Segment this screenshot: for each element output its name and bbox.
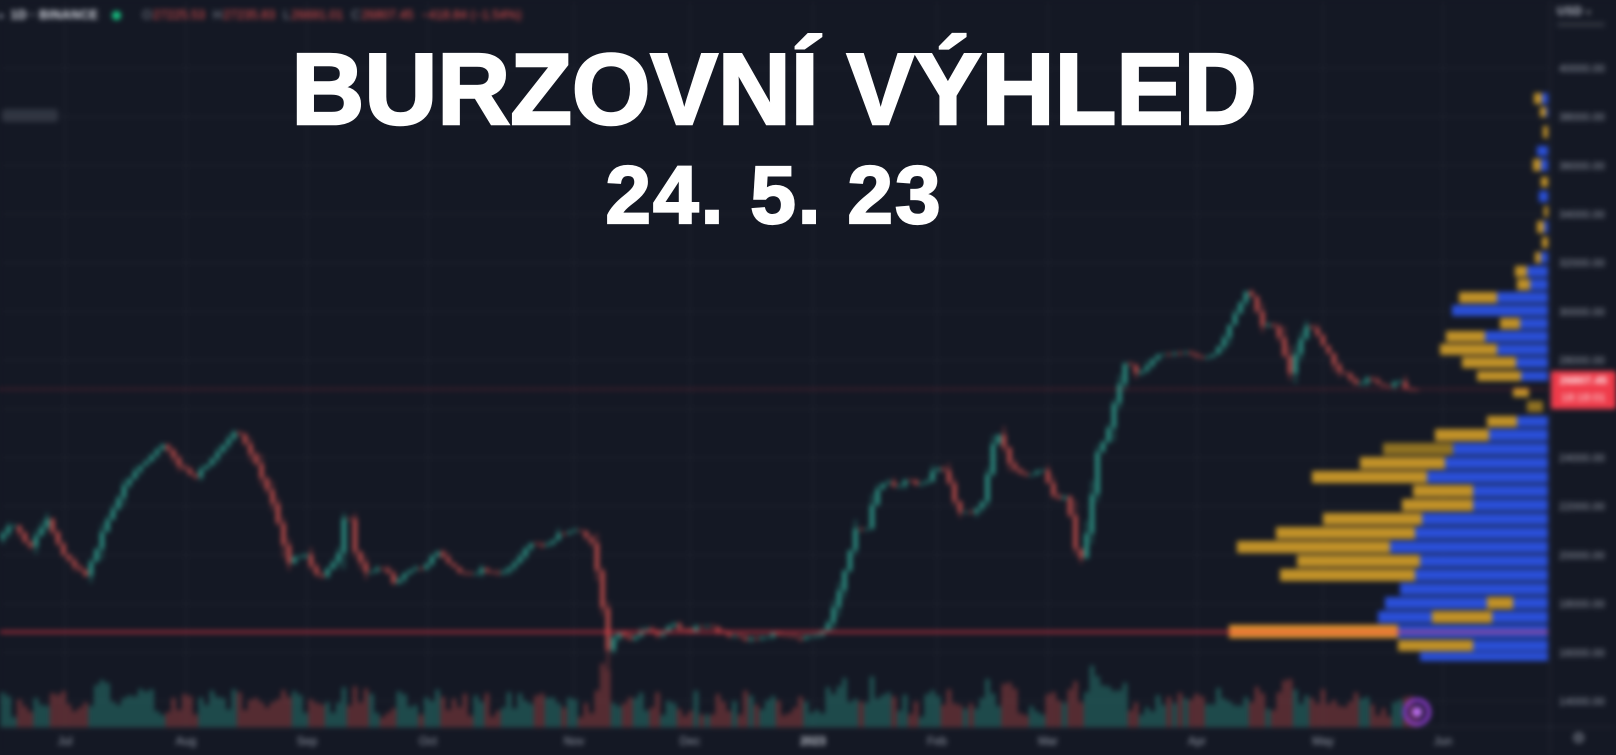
high-value: 27235.83 [223, 8, 276, 22]
market-open-status-icon [112, 10, 122, 20]
time-axis-labels: Jul Aug Sep Oct Nov Dec 2023 Feb Mar Apr May Jun [58, 736, 1453, 748]
low-label: L [283, 8, 291, 22]
svg-text:30000.00: 30000.00 [1559, 306, 1605, 318]
svg-text:Sep: Sep [297, 736, 317, 748]
settings-gear-button[interactable]: ⚙ [1572, 730, 1586, 747]
low-value: 26691.01 [291, 8, 344, 22]
svg-text:Feb: Feb [927, 736, 947, 748]
symbol-info[interactable]: 1D · BINANCE [10, 8, 99, 22]
close-value: 26807.45 [361, 8, 414, 22]
last-price-badge: 26807.45 18:18:01 [1551, 371, 1616, 409]
faint-axis-sublabel [1557, 22, 1605, 27]
svg-text:22000.00: 22000.00 [1559, 501, 1605, 513]
high-label: H [213, 8, 223, 22]
svg-text:40000.00: 40000.00 [1559, 63, 1605, 75]
svg-text:36000.00: 36000.00 [1559, 160, 1605, 172]
svg-text:Oct: Oct [419, 736, 438, 748]
volume-series [1, 663, 1419, 727]
price-axis-labels: 40000.00 38000.00 36000.00 34000.00 32000.00… [1559, 63, 1605, 708]
svg-text:20000.00: 20000.00 [1559, 550, 1605, 562]
svg-text:24000.00: 24000.00 [1559, 452, 1605, 464]
bar-countdown: 18:18:01 [1561, 392, 1606, 404]
candlestick-series [1, 289, 1419, 671]
chart-legend: ▸ 1D · BINANCE O 27225.53 H 27235.83 L 2… [0, 5, 522, 25]
currency-selector[interactable]: USD ▾ [1557, 6, 1591, 18]
open-value: 27225.53 [152, 8, 206, 22]
volume-profile [1229, 93, 1548, 661]
svg-text:Dec: Dec [680, 736, 701, 748]
svg-text:Jun: Jun [1434, 736, 1453, 748]
svg-text:May: May [1312, 736, 1334, 748]
svg-text:2023: 2023 [800, 736, 826, 748]
svg-text:18000.00: 18000.00 [1559, 599, 1605, 611]
currency-label: USD [1557, 6, 1583, 18]
purple-sticker-icon[interactable] [1403, 698, 1431, 726]
chevron-down-icon: ▾ [1586, 7, 1591, 17]
change-value: −418.84 (−1.54%) [421, 8, 522, 22]
svg-text:14000.00: 14000.00 [1559, 696, 1605, 708]
svg-text:Aug: Aug [176, 736, 196, 748]
svg-text:16000.00: 16000.00 [1559, 647, 1605, 659]
svg-text:Nov: Nov [564, 736, 585, 748]
svg-text:28000.00: 28000.00 [1559, 355, 1605, 367]
svg-text:32000.00: 32000.00 [1559, 258, 1605, 270]
open-label: O [142, 8, 152, 22]
svg-text:Mar: Mar [1038, 736, 1058, 748]
svg-text:34000.00: 34000.00 [1559, 209, 1605, 221]
svg-text:Apr: Apr [1188, 736, 1206, 748]
svg-text:Jul: Jul [58, 736, 73, 748]
close-label: C [351, 8, 361, 22]
faint-indicator-label [2, 109, 58, 122]
chevron-right-icon: ▸ [0, 9, 5, 22]
gridlines [0, 0, 1548, 727]
last-price-value: 26807.45 [1559, 375, 1608, 387]
svg-text:38000.00: 38000.00 [1559, 112, 1605, 124]
